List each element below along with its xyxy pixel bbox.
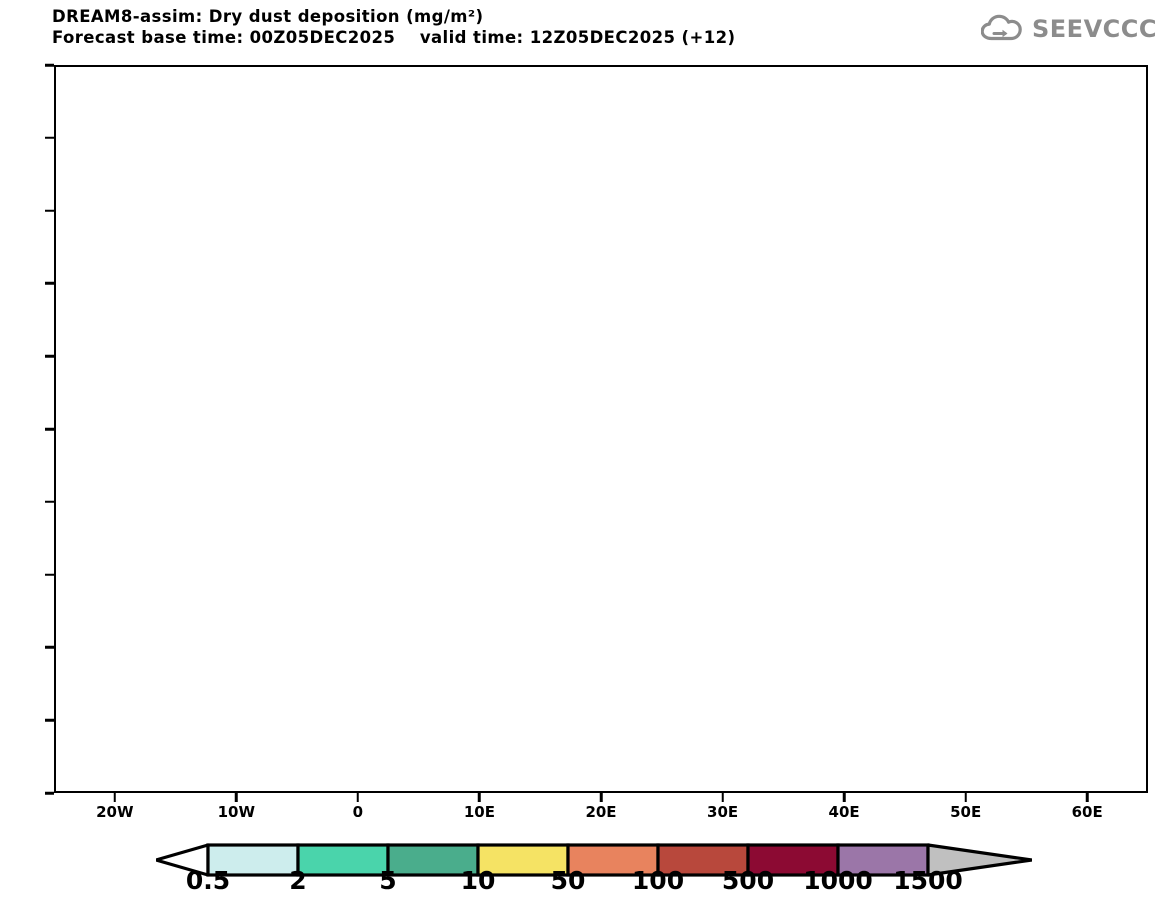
colorbar-swatch-6 — [746, 843, 840, 877]
y-tick-mark — [45, 209, 54, 212]
x-tick-0: 0 — [352, 803, 364, 821]
chart-title-block: DREAM8-assim: Dry dust deposition (mg/m²… — [52, 6, 952, 48]
x-tick-mark — [113, 793, 117, 802]
page-title: DREAM8-assim: Dry dust deposition (mg/m²… — [52, 7, 484, 26]
colorbar-label-4: 50 — [550, 866, 586, 895]
x-tick-mark — [842, 793, 846, 802]
x-tick-mark — [1085, 793, 1089, 802]
seevccc-logo: SEEVCCC — [981, 10, 1157, 48]
colorbar-tick-labels: 0.5 2 5 10 50 100 500 1000 1500 — [156, 866, 1032, 900]
x-tick-20e: 20E — [585, 803, 617, 821]
x-tick-mark — [599, 793, 603, 802]
y-tick-mark — [45, 573, 54, 576]
y-tick-mark — [45, 282, 54, 285]
x-tick-30e: 30E — [707, 803, 739, 821]
x-tick-mark — [478, 793, 481, 802]
colorbar — [156, 841, 1032, 879]
plot-frame-border — [54, 65, 1148, 793]
x-tick-20w: 20W — [96, 803, 134, 821]
colorbar-label-8: 1500 — [893, 866, 963, 895]
x-tick-50e: 50E — [950, 803, 982, 821]
colorbar-label-3: 10 — [460, 866, 496, 895]
y-tick-mark — [45, 791, 54, 795]
x-tick-mark — [721, 793, 724, 802]
map-plot-area: 55N 50N 45N 40N 35N 30N 25N 20N 15N 10N … — [45, 63, 1148, 821]
x-tick-10e: 10E — [463, 803, 495, 821]
x-tick-mark — [235, 793, 238, 802]
colorbar-swatch-2 — [386, 843, 480, 877]
y-tick-mark — [45, 500, 54, 504]
x-tick-10w: 10W — [217, 803, 256, 821]
colorbar-label-2: 5 — [379, 866, 397, 895]
colorbar-swatch-0 — [206, 843, 300, 877]
y-tick-mark — [45, 63, 54, 67]
x-tick-mark — [964, 793, 967, 802]
colorbar-label-7: 1000 — [803, 866, 873, 895]
x-tick-60e: 60E — [1071, 803, 1103, 821]
logo-text: SEEVCCC — [1032, 15, 1157, 43]
colorbar-label-1: 2 — [289, 866, 307, 895]
colorbar-label-0: 0.5 — [185, 866, 231, 895]
y-tick-mark — [45, 427, 54, 431]
colorbar-swatch-3 — [476, 843, 570, 877]
y-tick-mark — [45, 136, 54, 140]
y-tick-mark — [45, 646, 54, 649]
colorbar-over-arrow — [926, 843, 1032, 877]
colorbar-label-6: 500 — [721, 866, 775, 895]
cloud-icon — [981, 14, 1022, 41]
y-tick-mark — [45, 718, 54, 722]
x-tick-40e: 40E — [828, 803, 860, 821]
y-tick-mark — [45, 354, 54, 358]
x-tick-mark — [356, 793, 360, 802]
colorbar-label-5: 100 — [631, 866, 685, 895]
forecast-time-line: Forecast base time: 00Z05DEC2025 valid t… — [52, 28, 736, 47]
